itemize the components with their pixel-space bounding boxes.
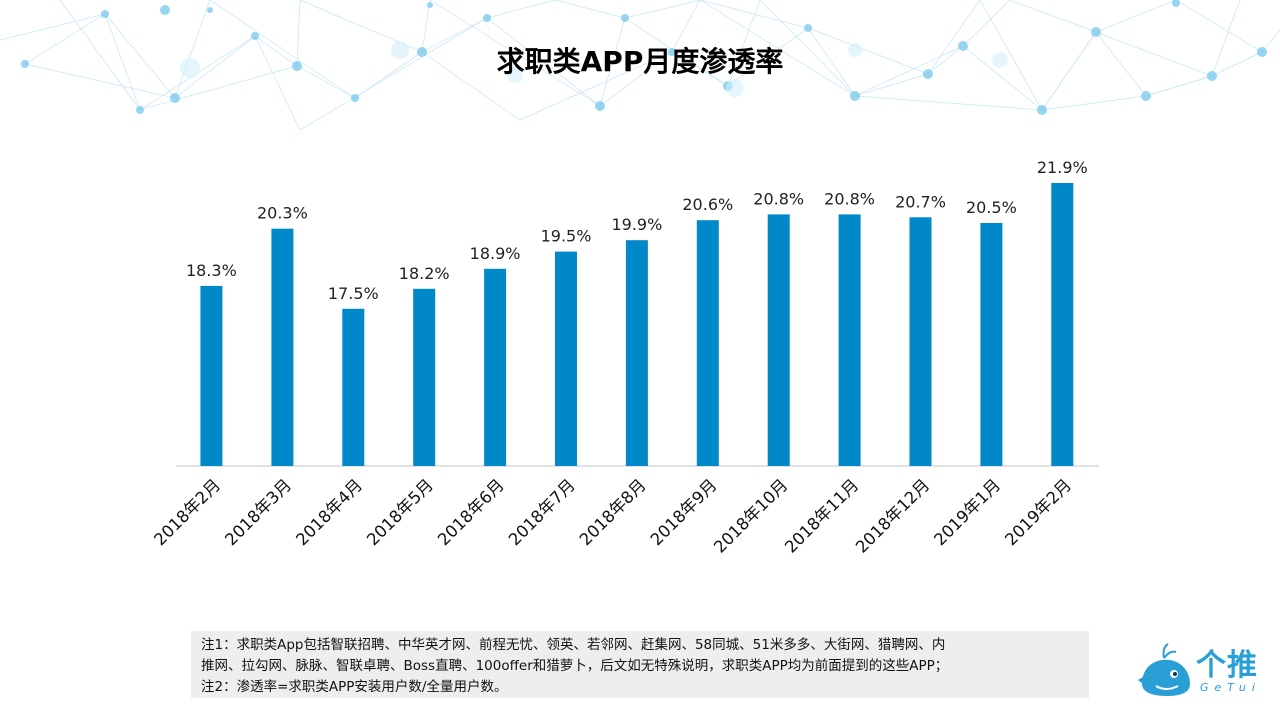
data-label-10: 20.8% bbox=[824, 189, 875, 208]
bar-4 bbox=[413, 288, 436, 466]
x-tick-label-4: 2018年5月 bbox=[363, 475, 437, 549]
data-label-12: 20.5% bbox=[966, 198, 1017, 217]
data-label-1: 18.3% bbox=[186, 261, 237, 280]
logo-subtext: GeTui bbox=[1200, 681, 1261, 694]
x-tick-label-1: 2018年2月 bbox=[150, 475, 224, 549]
chart-title: 求职类APP月度渗透率 bbox=[496, 45, 784, 78]
bar-10 bbox=[838, 214, 861, 466]
data-label-3: 17.5% bbox=[328, 284, 379, 303]
bar-8 bbox=[696, 220, 719, 466]
bar-1 bbox=[200, 285, 223, 466]
bar-7 bbox=[625, 240, 648, 466]
x-tick-label-2: 2018年3月 bbox=[221, 475, 295, 549]
bar-chart: 18.3% 20.3% 17.5% 18.2% 18.9% 19.5% 19.9% 20.6%… bbox=[150, 158, 1099, 557]
data-label-5: 18.9% bbox=[470, 244, 521, 263]
bars-group bbox=[200, 183, 1074, 466]
footnote-line-1: 注1：求职类App包括智联招聘、中华英才网、前程无忧、领英、若邻网、赶集网、58… bbox=[201, 637, 946, 653]
data-label-11: 20.7% bbox=[895, 192, 946, 211]
bar-6 bbox=[555, 251, 577, 466]
network-background-decoration bbox=[0, 0, 1280, 130]
bar-2 bbox=[271, 228, 294, 466]
bar-13 bbox=[1051, 183, 1074, 466]
bar-11 bbox=[909, 217, 932, 466]
x-tick-labels-group: 2018年2月2018年3月2018年4月2018年5月2018年6月2018年… bbox=[150, 475, 1075, 556]
data-label-8: 20.6% bbox=[682, 195, 733, 214]
x-tick-label-3: 2018年4月 bbox=[292, 475, 366, 549]
x-tick-label-8: 2018年9月 bbox=[647, 475, 721, 549]
footnote-line-2: 推网、拉勾网、脉脉、智联卓聘、Boss直聘、100offer和猎萝卜，后文如无特… bbox=[201, 658, 949, 674]
x-tick-label-9: 2018年10月 bbox=[710, 475, 791, 556]
data-label-7: 19.9% bbox=[611, 215, 662, 234]
x-tick-label-6: 2018年7月 bbox=[505, 475, 579, 549]
x-tick-label-12: 2019年1月 bbox=[930, 475, 1004, 549]
data-label-2: 20.3% bbox=[257, 204, 308, 223]
bar-9 bbox=[767, 214, 790, 466]
data-label-9: 20.8% bbox=[753, 189, 804, 208]
footnote-line-3: 注2：渗透率=求职类APP安装用户数/全量用户数。 bbox=[201, 679, 508, 695]
x-tick-label-11: 2018年12月 bbox=[852, 475, 933, 556]
data-label-6: 19.5% bbox=[541, 227, 592, 246]
whale-logo-icon bbox=[1138, 643, 1190, 696]
x-tick-label-7: 2018年8月 bbox=[576, 475, 650, 549]
data-labels-group: 18.3% 20.3% 17.5% 18.2% 18.9% 19.5% 19.9% 20.6%… bbox=[186, 158, 1088, 303]
footnote-box: 注1：求职类App包括智联招聘、中华英才网、前程无忧、领英、若邻网、赶集网、58… bbox=[191, 631, 1089, 698]
x-tick-label-10: 2018年11月 bbox=[781, 475, 862, 556]
bar-12 bbox=[980, 223, 1003, 466]
logo-text: 个推 bbox=[1196, 648, 1258, 683]
data-label-13: 21.9% bbox=[1037, 158, 1088, 177]
bar-3 bbox=[342, 308, 365, 466]
x-tick-label-13: 2019年2月 bbox=[1001, 475, 1075, 549]
bar-5 bbox=[484, 268, 507, 466]
x-tick-label-5: 2018年6月 bbox=[434, 475, 508, 549]
data-label-4: 18.2% bbox=[399, 264, 450, 283]
